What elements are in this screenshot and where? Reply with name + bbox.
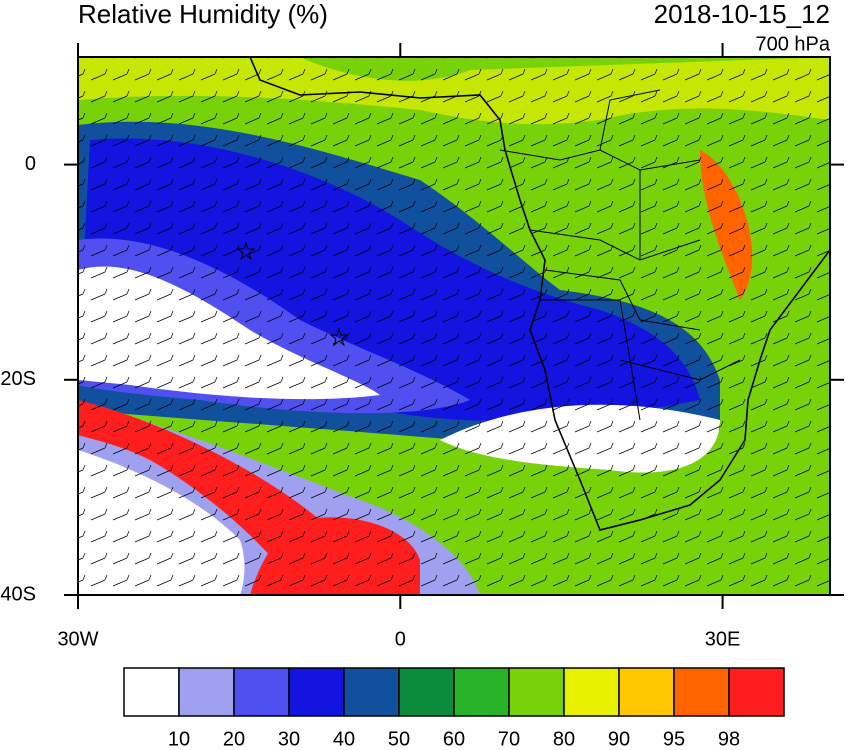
colorbar-label: 70 — [498, 728, 520, 750]
colorbar-label: 95 — [663, 728, 685, 750]
colorbar-swatch — [618, 667, 675, 717]
colorbar-label: 90 — [608, 728, 630, 750]
colorbar-swatch — [728, 667, 785, 717]
coastline — [249, 57, 830, 531]
lon-label: 30W — [57, 628, 98, 650]
humidity-field — [78, 57, 830, 595]
colorbar-swatch — [563, 667, 620, 717]
station-star — [329, 327, 349, 347]
lat-label: 40S — [0, 583, 36, 605]
colorbar-swatch — [233, 667, 290, 717]
map-frame — [77, 56, 831, 596]
colorbar-swatch — [508, 667, 565, 717]
lat-label: 0 — [25, 153, 36, 175]
colorbar-label: 60 — [443, 728, 465, 750]
pressure-level: 700 hPa — [755, 33, 830, 55]
colorbar-label: 40 — [333, 728, 355, 750]
lat-label: 20S — [0, 368, 36, 390]
lon-label: 30E — [705, 628, 741, 650]
colorbar-label: 10 — [168, 728, 190, 750]
colorbar-label: 50 — [388, 728, 410, 750]
colorbar-swatch — [398, 667, 455, 717]
colorbar-label: 20 — [223, 728, 245, 750]
country-borders — [499, 89, 741, 421]
lon-label: 0 — [395, 628, 406, 650]
colorbar-label: 80 — [553, 728, 575, 750]
colorbar-swatch — [673, 667, 730, 717]
wind-barbs — [78, 57, 830, 595]
colorbar: 10 20 30 40 50 60 70 80 90 95 98 — [123, 667, 785, 750]
colorbar-label: 98 — [718, 728, 740, 750]
colorbar-swatch — [343, 667, 400, 717]
colorbar-swatch — [178, 667, 235, 717]
station-star — [236, 241, 256, 261]
map-title: Relative Humidity (%) — [78, 0, 328, 29]
colorbar-label: 30 — [278, 728, 300, 750]
axis-ticks: 0 20S 40S 30W 0 30E — [0, 43, 844, 650]
colorbar-swatch — [288, 667, 345, 717]
colorbar-swatch — [453, 667, 510, 717]
colorbar-swatch — [123, 667, 180, 717]
datetime: 2018-10-15_12 — [654, 0, 830, 29]
